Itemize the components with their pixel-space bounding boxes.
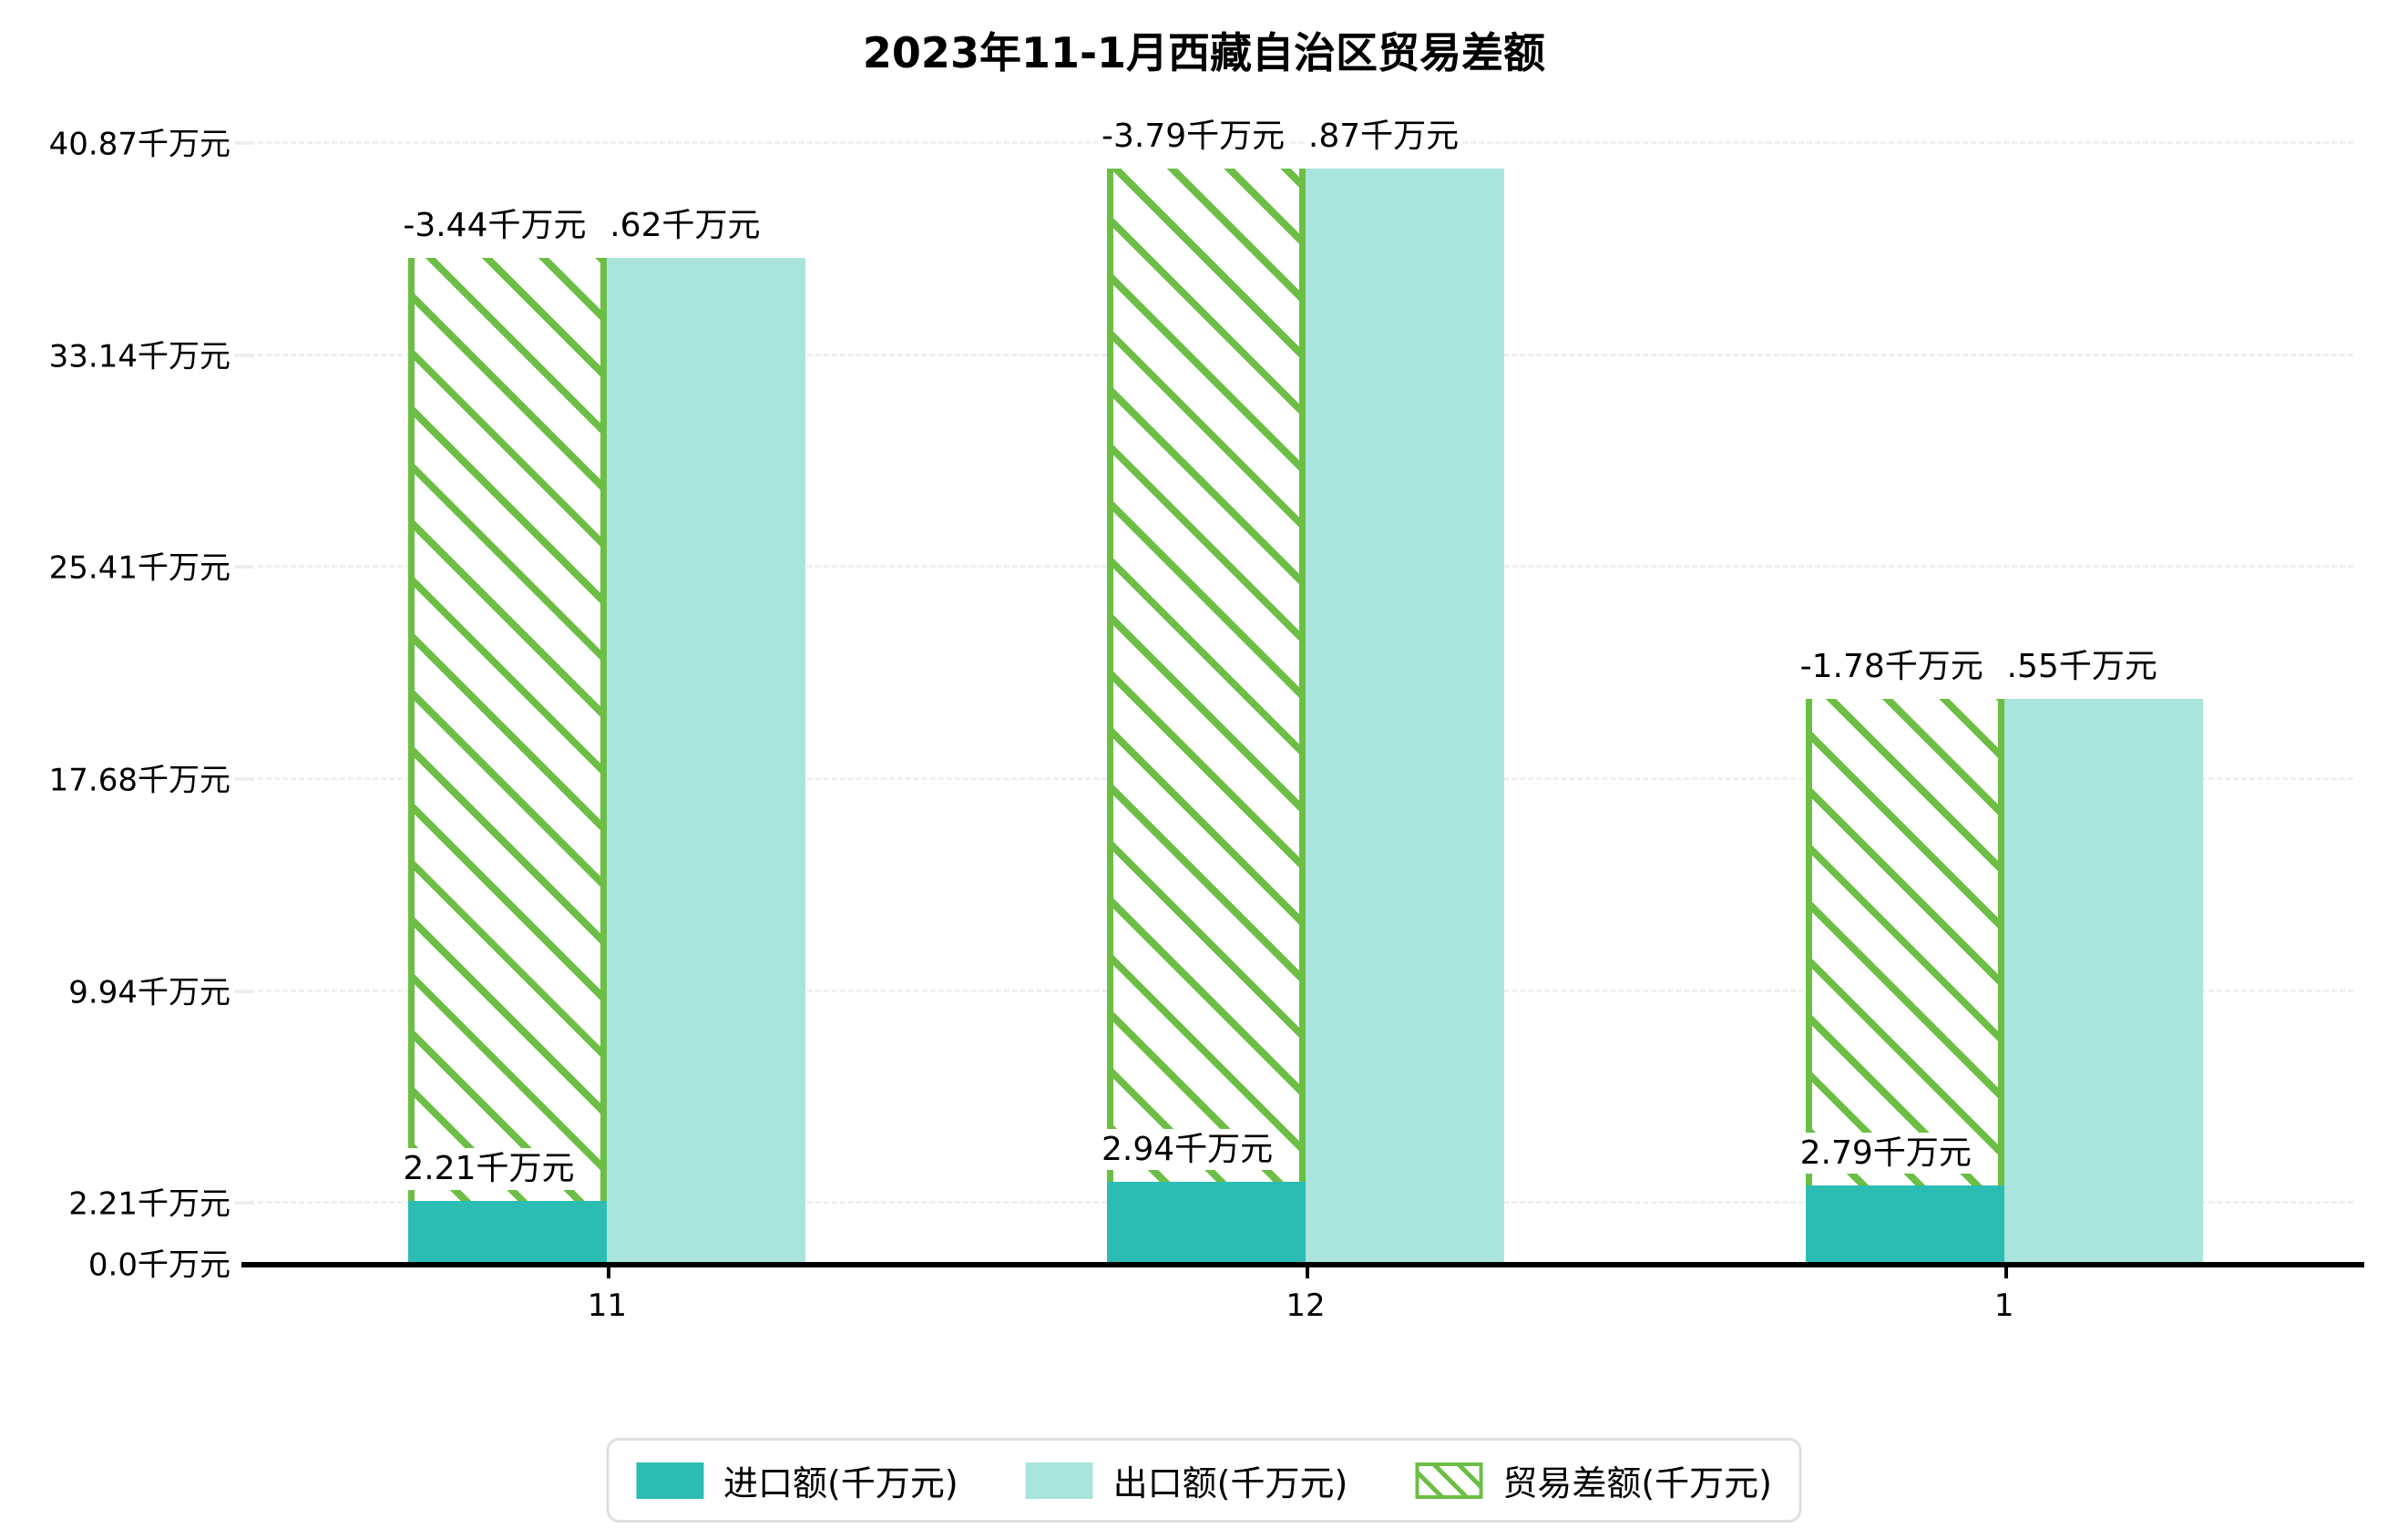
legend-item-balance[interactable]: 贸易差额(千万元) bbox=[1415, 1455, 1772, 1505]
data-label-trade-balance: -1.78千万元 bbox=[1796, 645, 1987, 687]
legend-label-balance: 贸易差额(千万元) bbox=[1502, 1463, 1772, 1503]
data-label-trade-balance: -3.79千万元 bbox=[1098, 116, 1289, 158]
chart-legend[interactable]: 进口额(千万元) 出口额(千万元) 贸易差额(千万元) bbox=[606, 1438, 1802, 1523]
y-tick-mark bbox=[234, 989, 254, 993]
data-label-import: 2.79千万元 bbox=[1796, 1133, 1975, 1175]
bar-export[interactable] bbox=[2003, 698, 2203, 1262]
y-tick-mark bbox=[234, 565, 254, 569]
y-tick-mark bbox=[234, 1201, 254, 1206]
y-axis-tick-label: 33.14千万元 bbox=[48, 338, 231, 375]
bar-export[interactable] bbox=[607, 257, 806, 1262]
bar-export[interactable] bbox=[1306, 169, 1504, 1262]
export-swatch-icon bbox=[1025, 1462, 1093, 1499]
chart-title: 2023年11-1月西藏自治区贸易差额 bbox=[862, 28, 1546, 77]
x-tick-mark bbox=[2003, 1262, 2008, 1278]
bar-import[interactable] bbox=[1107, 1181, 1306, 1262]
x-axis-tick-label: 11 bbox=[587, 1288, 627, 1324]
y-tick-mark bbox=[234, 353, 254, 357]
legend-label-export: 出口额(千万元) bbox=[1112, 1463, 1348, 1503]
bar-import[interactable] bbox=[408, 1201, 608, 1262]
y-tick-mark bbox=[234, 141, 254, 145]
data-label-export: 6.62千万元 bbox=[609, 204, 764, 247]
y-axis-tick-label: 9.94千万元 bbox=[68, 974, 231, 1011]
legend-item-import[interactable]: 进口额(千万元) bbox=[636, 1455, 958, 1505]
balance-hatch-swatch-icon bbox=[1415, 1462, 1483, 1499]
data-label-export: 9.87千万元 bbox=[1307, 116, 1463, 158]
x-axis-tick-label: 1 bbox=[1993, 1288, 2014, 1324]
x-tick-mark bbox=[1306, 1262, 1309, 1278]
bar-import[interactable] bbox=[1805, 1185, 2004, 1262]
y-tick-mark bbox=[234, 776, 254, 781]
plot-area: 40.87千万元 33.14千万元 25.41千万元 17.68千万元 9.94千万元 2… bbox=[49, 116, 2364, 1324]
data-label-trade-balance: -3.44千万元 bbox=[399, 204, 590, 247]
bar-trade-balance[interactable] bbox=[1805, 698, 2004, 1186]
y-axis-tick-label: 25.41千万元 bbox=[48, 549, 231, 587]
bar-trade-balance[interactable] bbox=[1107, 169, 1306, 1182]
x-axis-line bbox=[241, 1262, 2364, 1267]
legend-item-export[interactable]: 出口额(千万元) bbox=[1025, 1455, 1348, 1505]
gridline bbox=[258, 141, 2353, 144]
y-axis-tick-label: 40.87千万元 bbox=[48, 126, 231, 163]
bar-trade-balance[interactable] bbox=[408, 257, 608, 1202]
data-label-export: 0.55千万元 bbox=[2005, 645, 2161, 687]
legend-label-import: 进口额(千万元) bbox=[723, 1463, 958, 1503]
x-tick-mark bbox=[607, 1262, 611, 1278]
y-axis-tick-label: 0.0千万元 bbox=[87, 1247, 231, 1284]
data-label-import: 2.21千万元 bbox=[399, 1148, 579, 1190]
data-label-import: 2.94千万元 bbox=[1098, 1128, 1277, 1170]
import-swatch-icon bbox=[636, 1462, 704, 1499]
y-axis-tick-label: 17.68千万元 bbox=[48, 762, 231, 799]
y-axis-tick-label: 2.21千万元 bbox=[68, 1185, 231, 1223]
x-axis-tick-label: 12 bbox=[1286, 1288, 1326, 1324]
